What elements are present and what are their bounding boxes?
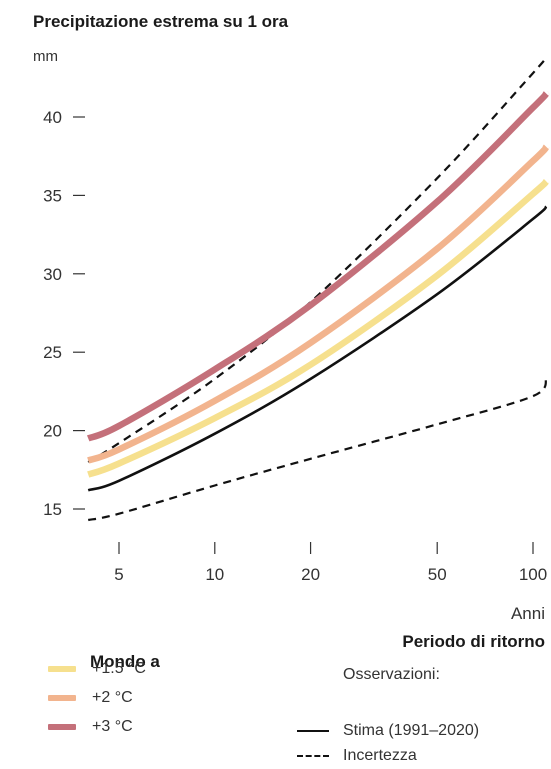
y-tick-label: 20: [43, 422, 62, 441]
x-tick-label: 50: [428, 565, 447, 584]
legend-item-1-5: +1.5 °C: [48, 658, 146, 680]
observations-solid: Stima (1991–2020): [297, 720, 479, 742]
series-line--2-C: [87, 144, 550, 464]
observations-dashed-label: Incertezza: [343, 747, 417, 764]
series-line-estimate: [87, 205, 548, 492]
legend-title: Mondo a: [90, 652, 160, 671]
x-tick-label: 20: [301, 565, 320, 584]
series-line--1-5-C: [87, 178, 550, 478]
legend-swatch: [48, 724, 76, 730]
x-axis-unit: Anni: [510, 604, 545, 623]
legend-swatch: [48, 666, 76, 672]
observations-dashed: Incertezza: [297, 745, 417, 767]
y-axis: 15 20 25 30 35 40: [43, 108, 85, 519]
legend-item-3: +3 °C: [48, 716, 133, 738]
x-tick-label: 5: [114, 565, 123, 584]
x-axis: 5 10 20 50 100: [114, 542, 547, 584]
y-tick-label: 25: [43, 343, 62, 362]
y-tick-label: 15: [43, 500, 62, 519]
chart-title: Precipitazione estrema su 1 ora: [33, 12, 289, 31]
legend-label: +2 °C: [92, 689, 133, 706]
y-axis-unit: mm: [33, 48, 58, 65]
y-tick-label: 40: [43, 108, 62, 127]
legend-label: +3 °C: [92, 718, 133, 735]
solid-line-swatch: [297, 730, 329, 732]
y-tick-label: 35: [43, 186, 62, 205]
legend-label: +1.5 °C: [92, 660, 146, 677]
x-axis-title: Periodo di ritorno: [402, 632, 545, 651]
x-tick-label: 100: [519, 565, 547, 584]
observations-title: Osservazioni:: [343, 666, 440, 683]
observations-solid-label: Stima (1991–2020): [343, 722, 480, 739]
legend-item-2: +2 °C: [48, 687, 133, 709]
y-tick-label: 30: [43, 265, 62, 284]
legend-swatch: [48, 695, 76, 701]
dashed-line-swatch: [297, 755, 329, 757]
x-tick-label: 10: [205, 565, 224, 584]
series-layer: [86, 56, 550, 522]
chart-canvas: 15 20 25 30 35 40 5 10 20 50 100: [43, 56, 550, 584]
series-line--3-C: [86, 90, 550, 442]
